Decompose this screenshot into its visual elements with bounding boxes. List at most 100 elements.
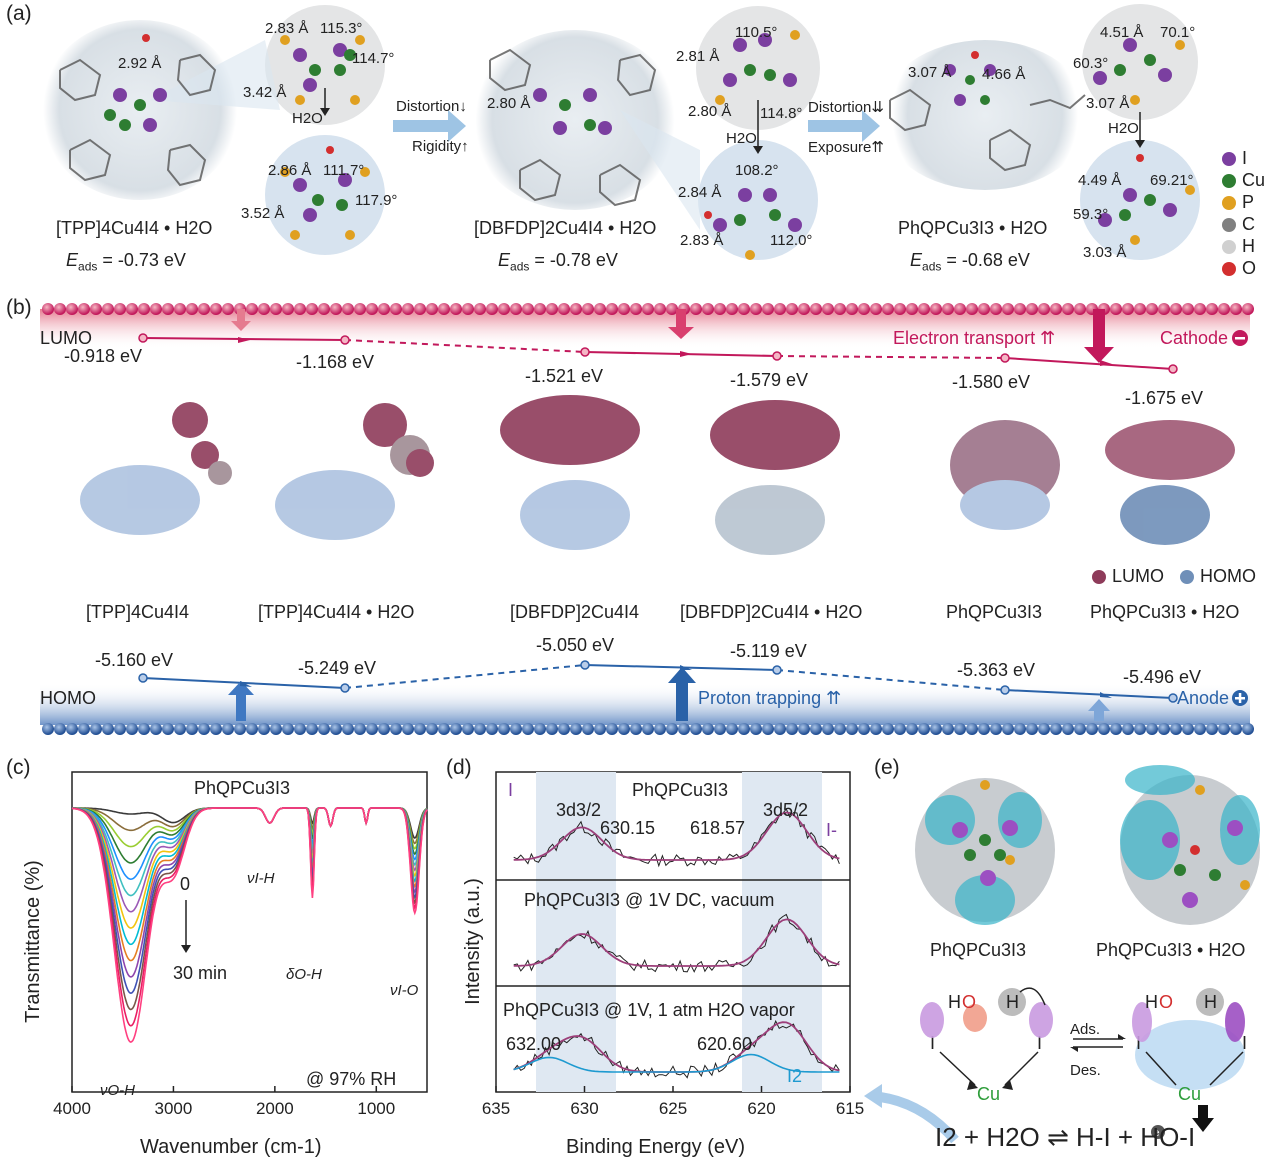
anode-ball	[1110, 723, 1122, 735]
anode-ball	[102, 723, 114, 735]
xps-fit-line	[513, 811, 840, 861]
cathode-ball	[402, 303, 414, 315]
anode-ball	[294, 723, 306, 735]
ftir-title: PhQPCu3I3	[194, 778, 291, 798]
svg-text:I: I	[1037, 1033, 1042, 1053]
legend-item-i: I	[1222, 148, 1247, 169]
anode-ball	[906, 723, 918, 735]
anode-ball	[462, 723, 474, 735]
cathode-ball	[582, 303, 594, 315]
ftir-xtick-label: 4000	[53, 1099, 91, 1118]
cathode-ball	[666, 303, 678, 315]
reaction-equation: I2 + H2O ⇌ H-I + HO-I	[935, 1122, 1196, 1152]
anode-ball	[246, 723, 258, 735]
ftir-xtick-label: 1000	[357, 1099, 395, 1118]
c1-h2o: H2O	[292, 110, 323, 127]
anode-ball	[762, 723, 774, 735]
xps-sub1-species: I-	[826, 820, 837, 840]
xps-ylabel: Intensity (a.u.)	[461, 878, 484, 1005]
panel-e-letter: (e)	[874, 756, 900, 779]
ftir-peak-io: νI-O	[390, 982, 419, 999]
anode-ball	[318, 723, 330, 735]
arrow1-line1: Distortion↓	[396, 98, 467, 115]
c3-top-a1: 70.1°	[1160, 24, 1196, 41]
anode-ball	[846, 723, 858, 735]
anode-ball	[1122, 723, 1134, 735]
c3-bot-a2: 59.3°	[1073, 206, 1109, 223]
anode-ball	[942, 723, 954, 735]
xps-sub1-title: PhQPCu3I3	[632, 780, 729, 800]
compound-label-1: [TPP]4Cu4I4	[86, 602, 190, 622]
panel-c-letter: (c)	[6, 756, 31, 779]
anode-ball	[750, 723, 762, 735]
dbfdp-bond-label: 2.80 Å	[487, 95, 531, 112]
anode-ball	[510, 723, 522, 735]
anode-ball	[138, 723, 150, 735]
xps-chart: 635 630 625 620 615	[482, 771, 864, 1118]
anode-ball	[966, 723, 978, 735]
ftir-frame	[71, 771, 428, 1093]
anode-ball	[606, 723, 618, 735]
arrow1-line2: Rigidity↑	[412, 138, 469, 155]
cathode-ball	[822, 303, 834, 315]
ftir-xtick-label: 3000	[155, 1099, 193, 1118]
cathode-ball	[1074, 303, 1086, 315]
panel-b-letter: (b)	[6, 296, 32, 319]
anode-ball	[786, 723, 798, 735]
c2-top-d2: 2.80 Å	[688, 103, 732, 120]
cathode-ball	[1194, 303, 1206, 315]
anode-ball	[954, 723, 966, 735]
anode-ball	[354, 723, 366, 735]
cathode-ball	[1122, 303, 1134, 315]
anode-ball	[1194, 723, 1206, 735]
xps-shade-3d32	[536, 772, 616, 1092]
cathode-ball	[318, 303, 330, 315]
anode-ball	[546, 723, 558, 735]
orbital-legend-homo: HOMO	[1180, 566, 1256, 587]
cathode-ball	[966, 303, 978, 315]
cathode-ball	[498, 303, 510, 315]
panel-a-letter: (a)	[6, 2, 32, 25]
c1-bot-a1: 111.7°	[323, 162, 365, 179]
c1-top-a2: 114.7°	[352, 50, 395, 67]
anode-ball	[1218, 723, 1230, 735]
anode-ball	[594, 723, 606, 735]
lumo-value-3: -1.521 eV	[525, 366, 604, 386]
homo-value-6: -5.496 eV	[1123, 667, 1202, 687]
cathode-ball	[606, 303, 618, 315]
cathode-ball	[654, 303, 666, 315]
cathode-ball	[786, 303, 798, 315]
lumo-value-4: -1.579 eV	[730, 370, 809, 390]
anode-ball	[798, 723, 810, 735]
anode-ball	[1158, 723, 1170, 735]
anode-label: Anode	[1177, 688, 1230, 708]
cathode-ball	[186, 303, 198, 315]
anode-ball	[402, 723, 414, 735]
cathode-ball	[1134, 303, 1146, 315]
anode-ball	[378, 723, 390, 735]
anode-ball	[258, 723, 270, 735]
c3-top-d2: 3.07 Å	[1086, 95, 1130, 112]
anode-ball	[534, 723, 546, 735]
anode-ball	[162, 723, 174, 735]
cathode-ball	[66, 303, 78, 315]
cathode-ball	[882, 303, 894, 315]
arrow2-line1: Distortion⇊	[808, 99, 884, 116]
ftir-time-start: 0	[180, 874, 191, 894]
cathode-ball	[870, 303, 882, 315]
cathode-ball	[1146, 303, 1158, 315]
cathode-ball	[750, 303, 762, 315]
xps-sub2-title: PhQPCu3I3 @ 1V DC, vacuum	[524, 890, 775, 910]
cathode-ball	[522, 303, 534, 315]
cathode-ball	[690, 303, 702, 315]
anode-ball	[1134, 723, 1146, 735]
ftir-chart: 4000 3000 2000 1000	[53, 771, 428, 1118]
cathode-ball	[738, 303, 750, 315]
anode-ball	[366, 723, 378, 735]
homo-value-4: -5.119 eV	[730, 641, 807, 661]
xps-series-group	[513, 808, 840, 1079]
cathode-ball	[90, 303, 102, 315]
orbital-legend-homo-dot	[1180, 569, 1194, 584]
cathode-ball	[930, 303, 942, 315]
c2-h2o: H2O	[726, 130, 757, 147]
